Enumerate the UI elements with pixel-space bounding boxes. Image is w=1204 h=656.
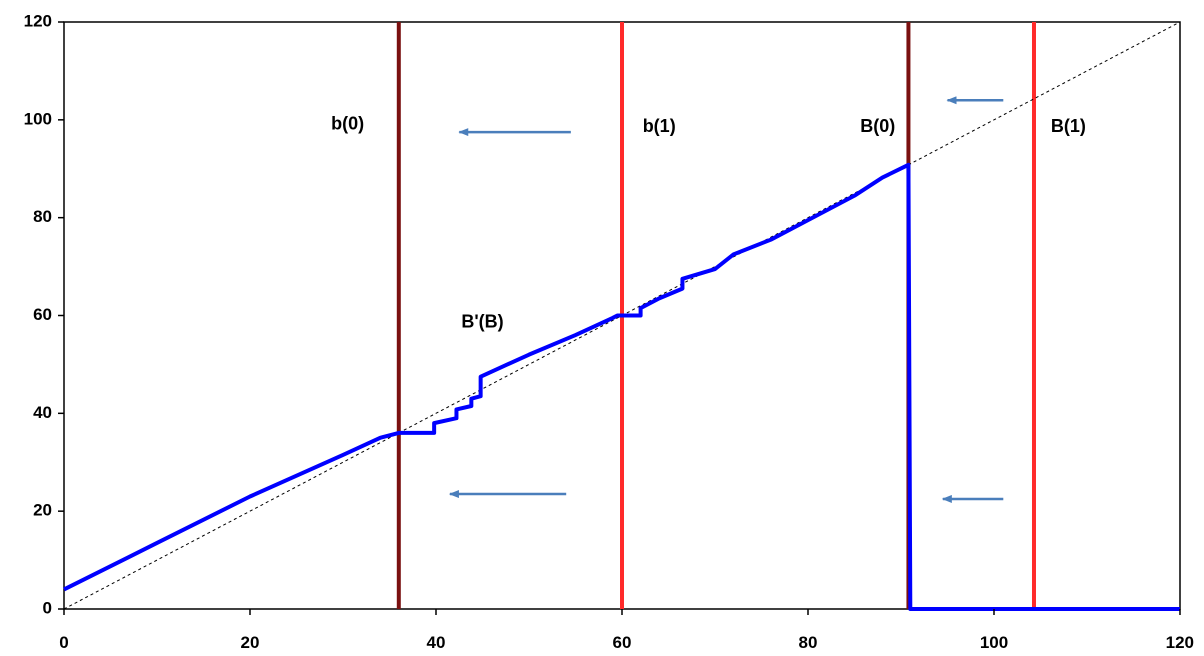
y-tick-label-6: 100: [24, 109, 52, 128]
annotation-label-4: B(1): [1051, 116, 1086, 136]
x-tick-label-3: 40: [427, 633, 446, 652]
annotation-label-5: B'(B): [461, 312, 503, 332]
y-tick-label-3: 40: [33, 403, 52, 422]
y-tick-label-1: 0: [43, 598, 52, 617]
x-tick-label-6: 100: [980, 633, 1008, 652]
y-tick-label-2: 20: [33, 501, 52, 520]
annotation-label-3: B(0): [860, 116, 895, 136]
x-tick-label-4: 60: [613, 633, 632, 652]
y-tick-label-7: 120: [24, 11, 52, 30]
x-tick-label-1: 0: [59, 633, 68, 652]
curve-layer: [63, 162, 1180, 611]
axes-layer: 0 20 40 60 80 100 120 0 20 40 60 80 100 120: [24, 11, 1194, 652]
arrows-layer: [448, 96, 1004, 503]
annotations-layer: b(0) b(1) B(0) B(1) B'(B): [331, 113, 1086, 331]
y-tick-label-5: 80: [33, 207, 52, 226]
y-tick-label-4: 60: [33, 305, 52, 324]
curve-line: [63, 162, 1180, 611]
annotation-label-2: b(1): [643, 116, 676, 136]
annotation-label-1: b(0): [331, 113, 364, 133]
x-tick-label-7: 120: [1166, 633, 1194, 652]
x-tick-label-2: 20: [241, 633, 260, 652]
x-tick-label-5: 80: [799, 633, 818, 652]
